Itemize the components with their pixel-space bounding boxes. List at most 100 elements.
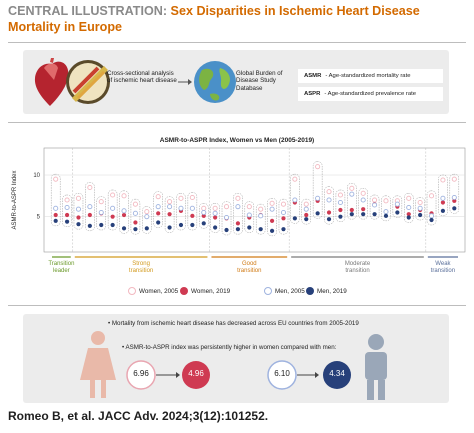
point-women-2005-20 [280,201,287,207]
point-women-2005-21 [292,176,298,182]
group-label-line2: transition [129,268,153,274]
point-men-2019-15 [224,227,229,233]
point-women-2005-18 [258,206,264,212]
legend-label-men-2005: Men, 2005 [275,287,305,295]
point-men-2005-21 [292,197,298,203]
finding-1-text: Mortality from ischemic heart disease ha… [111,320,359,327]
point-women-2019-26 [349,207,354,213]
point-men-2005-31 [406,204,412,211]
point-women-2005-5 [110,192,116,198]
point-men-2019-8 [144,226,149,231]
point-men-2019-7 [133,227,138,232]
point-men-2005-23 [315,195,321,201]
y-axis-label: ASMR-to-ASPR Index [12,170,18,229]
point-women-2005-14 [212,205,218,211]
point-women-2005-26 [349,185,355,191]
point-men-2005-30 [394,201,400,207]
point-women-2005-3 [87,184,93,191]
country-range-box [164,196,175,233]
asmr-text: - Age-standardized mortality rate [325,73,411,79]
point-men-2005-8 [144,214,150,220]
point-women-2019-9 [156,211,161,216]
point-men-2019-18 [258,227,263,232]
point-men-2019-26 [349,212,354,217]
point-men-2005-29 [383,209,389,215]
legend-label-women-2005: Women, 2005 [139,287,179,295]
point-men-2019-16 [235,227,241,232]
point-women-2019-12 [190,213,195,218]
point-women-2019-22 [304,212,309,218]
group-label-line2: transition [237,268,261,274]
country-range-box [301,198,311,225]
point-women-2005-35 [451,176,457,182]
point-women-2005-32 [417,199,423,206]
point-men-2019-30 [395,210,400,215]
point-men-2005-15 [223,214,230,221]
men-2019-value: 4.34 [329,369,345,378]
point-women-2019-19 [269,218,275,223]
y-tick-label: 5 [37,215,41,221]
point-men-2005-14 [212,210,218,216]
group-label: Transition [48,261,74,267]
country-range-box [85,182,95,232]
point-women-2019-16 [235,221,241,226]
point-men-2019-31 [406,215,411,220]
women-2005-value: 6.96 [133,369,149,378]
point-women-2019-1 [64,212,70,218]
point-women-2005-34 [440,177,446,183]
men-2005-value: 6.10 [274,369,290,378]
point-men-2005-32 [417,205,423,211]
legend-label-men-2019: Men, 2019 [317,287,347,295]
legend-women-2005: Women, 2005 [128,287,178,295]
point-men-2005-3 [87,204,93,210]
title-text: Sex Disparities in Ischemic Heart Diseas… [8,4,420,34]
point-men-2005-27 [360,197,366,203]
country-range-box [221,201,232,236]
point-men-2005-9 [155,204,161,210]
point-men-2005-7 [132,210,138,216]
country-range-box [404,193,414,223]
country-range-box [244,201,255,233]
point-men-2005-24 [326,197,332,203]
asmr-aspr-chart: ASMR-to-ASPR Index, Women vs Men (2005-2… [12,137,466,274]
point-men-2019-10 [167,225,172,230]
country-range-box [255,203,266,235]
country-range-box [358,188,368,220]
point-women-2005-6 [121,193,127,199]
legend-label-women-2019: Women, 2019 [191,287,231,295]
point-men-2019-14 [213,225,218,230]
point-men-2019-23 [315,211,320,216]
point-women-2005-19 [269,200,275,206]
point-men-2019-22 [304,217,309,222]
point-men-2019-6 [121,226,127,231]
point-men-2019-21 [292,216,297,221]
asmr-legend-row: ASMR - Age-standardized mortality rate [298,69,443,83]
point-men-2019-27 [361,212,366,217]
country-range-box [153,191,163,228]
point-men-2005-17 [246,212,252,218]
point-men-2019-2 [76,222,81,227]
point-men-2019-9 [156,220,161,225]
country-range-box [50,173,61,227]
country-range-box [187,192,198,231]
country-range-box [381,195,391,222]
point-women-2019-5 [110,214,115,219]
country-range-box [278,198,289,235]
point-men-2019-35 [452,206,457,211]
point-men-2019-28 [372,212,377,217]
point-women-2019-0 [53,212,58,218]
group-label: Strong [132,261,150,267]
point-men-2005-1 [64,204,70,211]
y-tick-label: 10 [33,173,40,179]
point-men-2005-0 [53,205,59,211]
point-women-2019-20 [281,216,286,221]
point-men-2019-24 [326,217,332,222]
country-range-box [449,173,460,214]
country-range-box [73,193,84,230]
point-men-2005-28 [372,202,378,208]
men-2005-circle [267,360,297,390]
point-men-2019-0 [53,218,58,223]
asmr-abbr: ASMR [304,73,322,79]
country-range-box [438,174,448,217]
point-women-2019-24 [326,210,332,215]
